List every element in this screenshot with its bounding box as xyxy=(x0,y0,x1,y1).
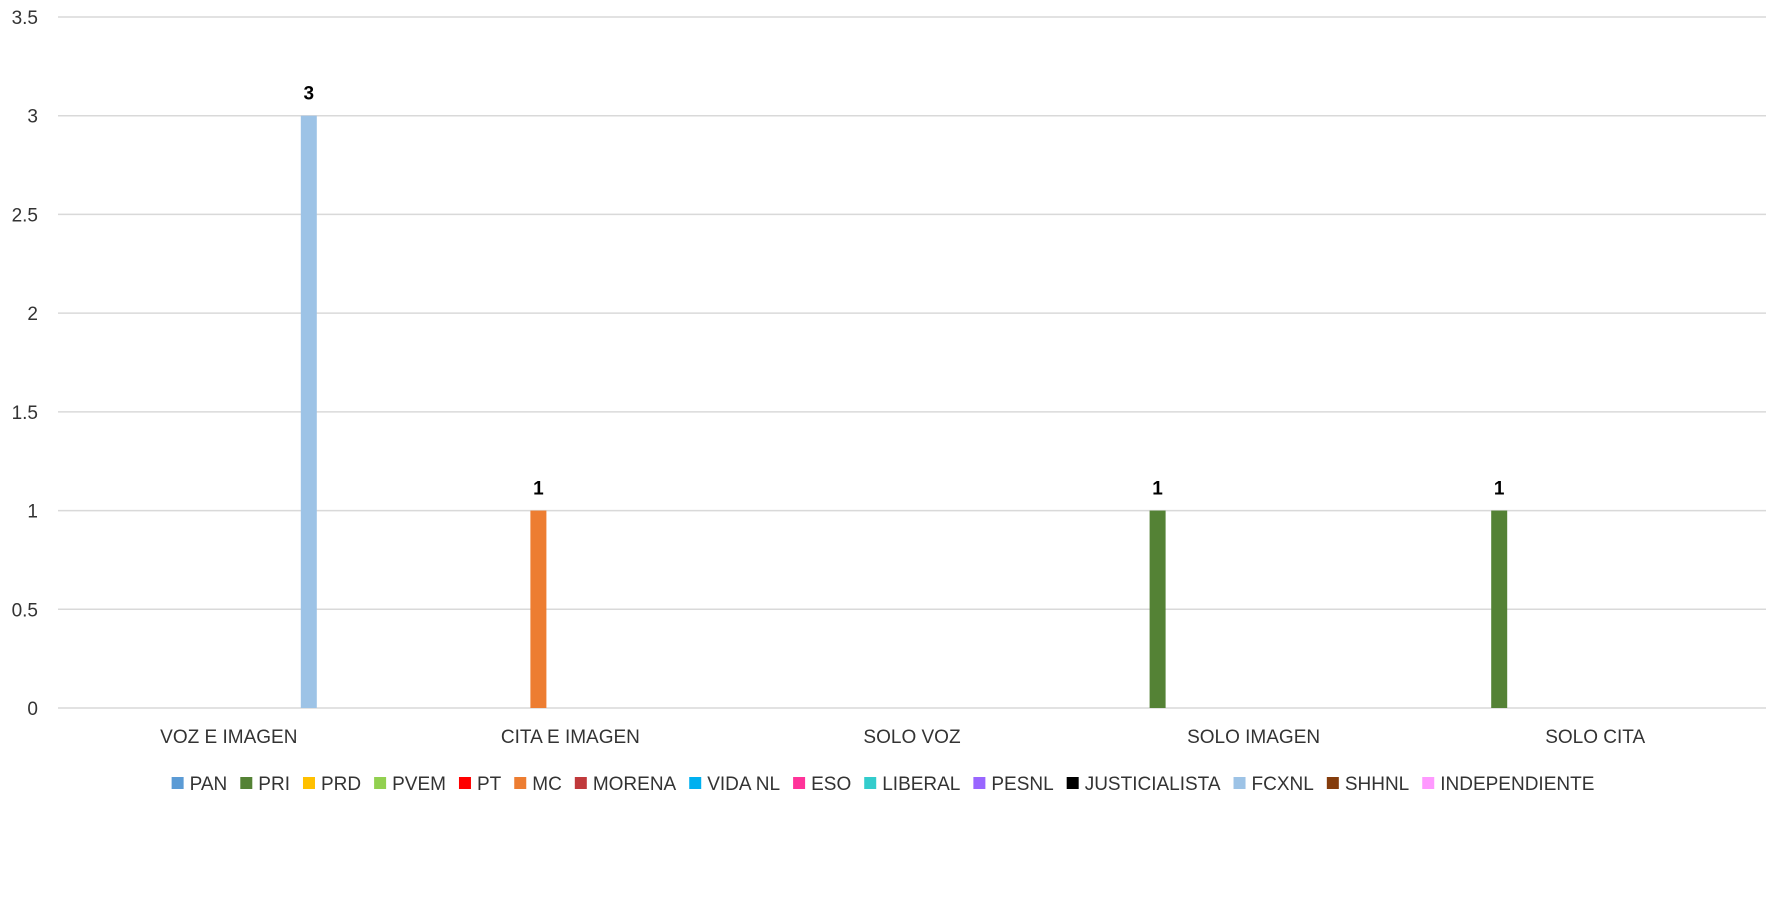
y-tick-label: 2.5 xyxy=(12,205,38,226)
legend-swatch xyxy=(793,777,806,789)
data-label: 1 xyxy=(1152,479,1163,500)
y-tick-label: 2 xyxy=(27,304,38,325)
legend-label: PRI xyxy=(258,774,290,795)
legend-item: MC xyxy=(514,774,562,795)
data-label: 1 xyxy=(533,479,544,500)
legend-label: PVEM xyxy=(392,774,446,795)
legend-item: JUSTICIALISTA xyxy=(1066,774,1221,795)
data-label: 1 xyxy=(1494,479,1505,500)
gridlines xyxy=(58,16,1766,709)
x-axis-category-labels: VOZ E IMAGEN CITA E IMAGEN SOLO VOZ SOLO IM… xyxy=(160,727,1645,748)
legend-item: PRD xyxy=(302,774,361,795)
legend-item: PRI xyxy=(240,774,290,795)
category-label: SOLO CITA xyxy=(1545,727,1645,748)
y-tick-label: 1 xyxy=(27,502,38,523)
legend-label: PAN xyxy=(190,774,228,795)
category-label: CITA E IMAGEN xyxy=(501,727,640,748)
legend-swatch xyxy=(1422,777,1435,789)
bars xyxy=(300,115,1508,708)
legend-label: LIBERAL xyxy=(882,774,960,795)
legend-swatch xyxy=(374,777,387,789)
bar-pri xyxy=(1149,510,1166,708)
category-label: SOLO IMAGEN xyxy=(1187,727,1320,748)
legend-swatch xyxy=(574,777,587,789)
legend-swatch xyxy=(864,777,877,789)
legend-item: PESNL xyxy=(973,774,1054,795)
legend-label: PT xyxy=(477,774,502,795)
legend: PAN PRI PRD PVEM PT MC MORENA VIDA NL ESO LIBERAL… xyxy=(171,774,1594,795)
legend-item: MORENA xyxy=(574,774,677,795)
y-tick-label: 3.5 xyxy=(12,8,38,29)
legend-swatch xyxy=(1066,777,1079,789)
y-tick-label: 3 xyxy=(27,107,38,128)
bar-pri xyxy=(1491,510,1508,708)
legend-item: INDEPENDIENTE xyxy=(1422,774,1594,795)
legend-item: FCXNL xyxy=(1233,774,1314,795)
legend-swatch xyxy=(171,777,184,789)
legend-label: INDEPENDIENTE xyxy=(1440,774,1594,795)
y-tick-label: 0 xyxy=(27,699,38,720)
legend-swatch xyxy=(514,777,527,789)
data-labels: 3 1 1 1 xyxy=(304,84,1505,500)
legend-swatch xyxy=(689,777,702,789)
category-label: VOZ E IMAGEN xyxy=(160,727,297,748)
legend-item: VIDA NL xyxy=(689,774,780,795)
legend-item: PT xyxy=(458,774,502,795)
legend-label: FCXNL xyxy=(1252,774,1314,795)
legend-label: PESNL xyxy=(991,774,1053,795)
bar-mc xyxy=(530,510,547,708)
legend-label: SHHNL xyxy=(1345,774,1409,795)
legend-label: MORENA xyxy=(593,774,677,795)
data-label: 3 xyxy=(304,84,315,105)
legend-item: ESO xyxy=(793,774,851,795)
legend-swatch xyxy=(1326,777,1339,789)
legend-label: ESO xyxy=(811,774,851,795)
legend-item: LIBERAL xyxy=(864,774,960,795)
legend-label: MC xyxy=(532,774,562,795)
category-label: SOLO VOZ xyxy=(863,727,961,748)
legend-swatch xyxy=(458,777,471,789)
legend-item: PVEM xyxy=(374,774,446,795)
legend-label: PRD xyxy=(321,774,361,795)
legend-swatch xyxy=(302,777,315,789)
legend-swatch xyxy=(973,777,986,789)
legend-label: VIDA NL xyxy=(707,774,780,795)
legend-label: JUSTICIALISTA xyxy=(1085,774,1221,795)
y-tick-label: 1.5 xyxy=(12,403,38,424)
bar-fcxnl xyxy=(300,115,317,708)
legend-swatch xyxy=(1233,777,1246,789)
y-tick-label: 0.5 xyxy=(12,600,38,621)
y-axis-tick-labels: 0 0.5 1 1.5 2 2.5 3 3.5 xyxy=(12,8,38,720)
legend-item: SHHNL xyxy=(1326,774,1409,795)
legend-item: PAN xyxy=(171,774,228,795)
legend-swatch xyxy=(240,777,253,789)
